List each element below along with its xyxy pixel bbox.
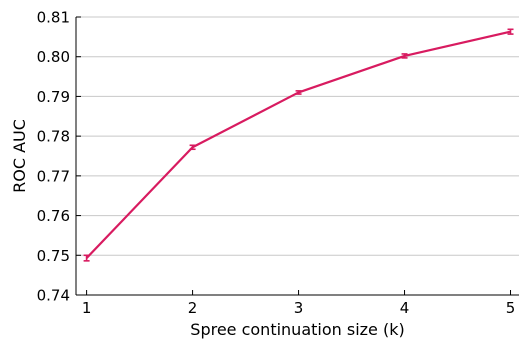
y-tick-label: 0.75 xyxy=(37,247,70,265)
series-layer xyxy=(83,28,514,262)
y-tick-label: 0.76 xyxy=(37,207,70,225)
y-ticks: 0.74 0.75 0.76 0.77 0.78 0.79 0.80 0.81 xyxy=(37,9,81,305)
y-tick-label: 0.78 xyxy=(37,128,70,146)
y-axis-label: ROC AUC xyxy=(10,119,29,193)
y-tick-label: 0.77 xyxy=(37,167,70,185)
y-tick-label: 0.74 xyxy=(37,287,70,305)
x-tick-label: 4 xyxy=(400,299,410,317)
x-tick-label: 2 xyxy=(188,299,198,317)
x-tick-label: 5 xyxy=(506,299,516,317)
x-axis-label: Spree continuation size (k) xyxy=(190,320,404,339)
series-line xyxy=(85,30,511,259)
y-tick-label: 0.81 xyxy=(37,9,70,27)
y-tick-label: 0.79 xyxy=(37,88,70,106)
gridlines xyxy=(76,16,519,256)
axes xyxy=(75,17,519,296)
x-ticks: 1 2 3 4 5 xyxy=(82,290,515,317)
y-tick-label: 0.80 xyxy=(37,48,70,66)
x-tick-label: 3 xyxy=(294,299,304,317)
x-tick-label: 1 xyxy=(82,299,92,317)
